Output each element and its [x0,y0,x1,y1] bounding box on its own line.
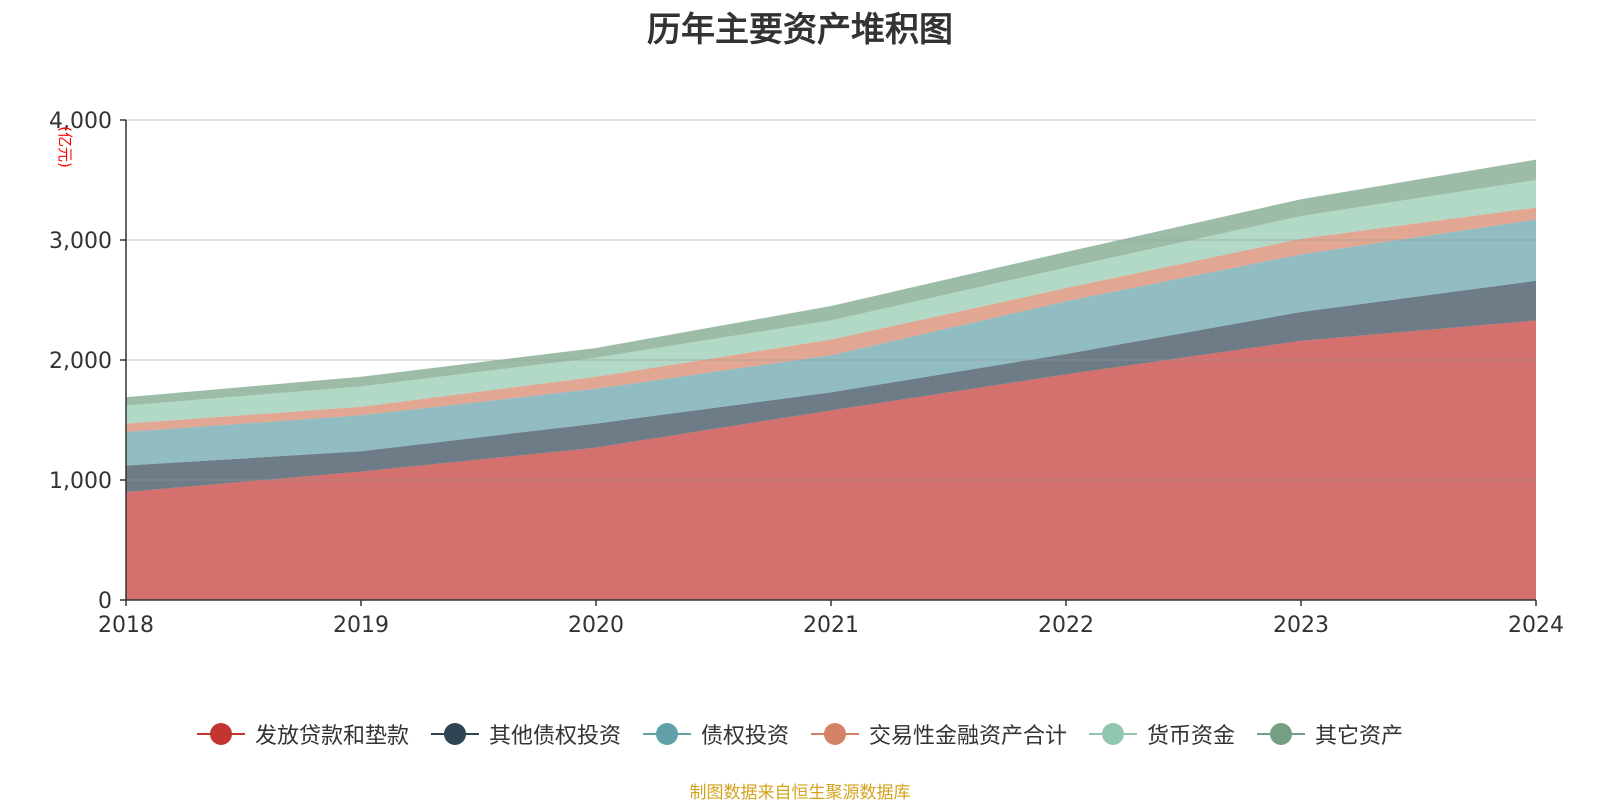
x-tick-label: 2021 [803,613,859,638]
legend-marker [1257,722,1306,746]
y-tick-label: 2,000 [49,349,112,374]
x-tick-label: 2024 [1508,613,1564,638]
y-tick-label: 4,000 [49,109,112,134]
stacked-area-chart: 0 1,000 2,000 3,000 4,000 2018 2019 2020 2021 202… [49,109,1564,638]
x-tick-label: 2019 [333,613,389,638]
x-tick-label: 2022 [1038,613,1094,638]
y-tick-label: 1,000 [49,469,112,494]
y-axis-unit-label: (亿元) [56,126,74,168]
legend-marker [430,722,479,746]
area-series-5 [126,180,1536,424]
legend-label: 其他债权投资 [488,724,621,749]
legend-item-3[interactable]: 债权投资 [642,718,789,750]
x-tick-label: 2023 [1273,613,1329,638]
area-series-6 [126,159,1536,406]
source-note: 制图数据来自恒生聚源数据库 [689,783,911,803]
y-tick-label: 0 [98,589,112,614]
legend-marker [1089,722,1138,746]
legend-item-1[interactable]: 发放贷款和垫款 [196,718,409,750]
x-tick-label: 2020 [568,613,624,638]
legend-label: 货币资金 [1147,724,1236,749]
y-tick-label: 3,000 [49,229,112,254]
area-series-3 [126,219,1536,466]
x-tick-label: 2018 [98,613,154,638]
legend-item-4[interactable]: 交易性金融资产合计 [811,718,1067,750]
area-series-1 [126,320,1536,600]
legend: 发放贷款和垫款 其他债权投资 债权投资 交易性金融资产合计 货币资金 其它资产 [0,718,1600,750]
chart-title: 历年主要资产堆积图 [647,10,953,50]
area-series-4 [126,207,1536,432]
legend-marker [196,722,245,746]
legend-label: 发放贷款和垫款 [254,724,409,749]
legend-label: 其它资产 [1315,724,1404,749]
legend-label: 交易性金融资产合计 [869,724,1068,749]
legend-marker [811,722,859,746]
legend-marker [642,722,691,746]
legend-label: 债权投资 [700,724,789,749]
legend-item-2[interactable]: 其他债权投资 [430,718,621,750]
legend-item-6[interactable]: 其它资产 [1257,718,1403,750]
legend-item-5[interactable]: 货币资金 [1089,718,1235,750]
area-series-2 [126,280,1536,492]
